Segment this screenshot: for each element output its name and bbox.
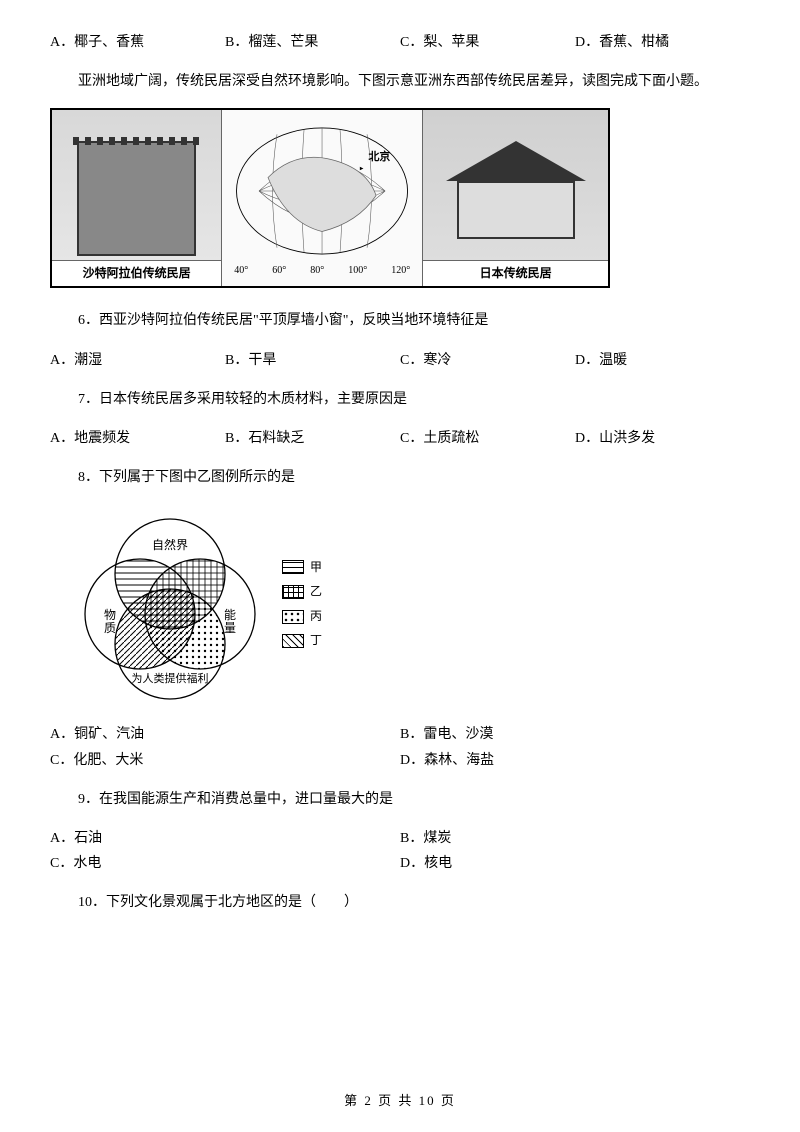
q7-options: A．地震频发 B．石料缺乏 C．土质疏松 D．山洪多发 <box>50 426 750 451</box>
q6-option-a: A．潮湿 <box>50 348 225 373</box>
lon-40: 40° <box>234 262 248 280</box>
map-svg <box>232 120 412 262</box>
intro-paragraph-1: 亚洲地域广阔，传统民居深受自然环境影响。下图示意亚洲东西部传统民居差异，读图完成… <box>50 69 750 94</box>
q7-text: 7．日本传统民居多采用较轻的木质材料，主要原因是 <box>50 387 750 412</box>
q6-text: 6．西亚沙特阿拉伯传统民居"平顶厚墙小窗"，反映当地环境特征是 <box>50 308 750 333</box>
q6-options: A．潮湿 B．干旱 C．寒冷 D．温暖 <box>50 348 750 373</box>
legend-yi: 乙 <box>282 581 322 603</box>
svg-text:质: 质 <box>104 621 116 635</box>
figure-venn: 自然界 物 质 能 量 为人类提供福利 甲 乙 丙 丁 <box>70 504 390 704</box>
q5-options: A．椰子、香蕉 B．榴莲、芒果 C．梨、苹果 D．香蕉、柑橘 <box>50 30 750 55</box>
q9-option-c: C．水电 <box>50 851 400 876</box>
q9-options: A．石油 B．煤炭 C．水电 D．核电 <box>50 826 750 876</box>
japan-house-icon <box>442 141 590 255</box>
swatch-jia <box>282 560 304 574</box>
q9-option-d: D．核电 <box>400 851 750 876</box>
q8-option-a: A．铜矿、汽油 <box>50 722 400 747</box>
panel-saudi-house: 沙特阿拉伯传统民居 <box>52 110 222 286</box>
longitude-labels: 40° 60° 80° 100° 120° <box>222 262 422 280</box>
q9-option-a: A．石油 <box>50 826 400 851</box>
venn-label-top: 自然界 <box>152 537 188 552</box>
q7-option-b: B．石料缺乏 <box>225 426 400 451</box>
venn-label-bottom: 为人类提供福利 <box>132 671 209 685</box>
legend-yi-label: 乙 <box>310 581 322 603</box>
q6-option-c: C．寒冷 <box>400 348 575 373</box>
venn-label-left: 物 <box>104 608 116 622</box>
q5-option-a: A．椰子、香蕉 <box>50 30 225 55</box>
venn-legend: 甲 乙 丙 丁 <box>282 554 322 655</box>
q6-option-b: B．干旱 <box>225 348 400 373</box>
q8-text: 8．下列属于下图中乙图例所示的是 <box>50 465 750 490</box>
q8-option-d: D．森林、海盐 <box>400 748 750 773</box>
lon-80: 80° <box>310 262 324 280</box>
q7-option-d: D．山洪多发 <box>575 426 750 451</box>
legend-ding-label: 丁 <box>310 630 322 652</box>
legend-bing-label: 丙 <box>310 606 322 628</box>
q9-option-b: B．煤炭 <box>400 826 750 851</box>
page-footer: 第 2 页 共 10 页 <box>50 1089 750 1112</box>
q5-option-d: D．香蕉、柑橘 <box>575 30 750 55</box>
lon-120: 120° <box>391 262 410 280</box>
caption-japan: 日本传统民居 <box>423 260 608 287</box>
saudi-house-icon <box>77 141 195 255</box>
venn-svg: 自然界 物 质 能 量 为人类提供福利 <box>70 504 270 704</box>
q8-options: A．铜矿、汽油 B．雷电、沙漠 C．化肥、大米 D．森林、海盐 <box>50 722 750 772</box>
legend-bing: 丙 <box>282 606 322 628</box>
panel-japan-house: 日本传统民居 <box>423 110 608 286</box>
label-beijing: 北京 <box>368 148 390 168</box>
legend-jia: 甲 <box>282 557 322 579</box>
q9-text: 9．在我国能源生产和消费总量中，进口量最大的是 <box>50 787 750 812</box>
swatch-ding <box>282 634 304 648</box>
q5-option-c: C．梨、苹果 <box>400 30 575 55</box>
caption-saudi: 沙特阿拉伯传统民居 <box>52 260 221 287</box>
legend-ding: 丁 <box>282 630 322 652</box>
q8-option-b: B．雷电、沙漠 <box>400 722 750 747</box>
q8-option-c: C．化肥、大米 <box>50 748 400 773</box>
q6-option-d: D．温暖 <box>575 348 750 373</box>
svg-text:量: 量 <box>224 621 236 635</box>
q5-option-b: B．榴莲、芒果 <box>225 30 400 55</box>
figure-houses-map: 沙特阿拉伯传统民居 北京 40° 60° <box>50 108 610 288</box>
swatch-bing <box>282 610 304 624</box>
legend-jia-label: 甲 <box>310 557 322 579</box>
q10-text: 10．下列文化景观属于北方地区的是（ ） <box>50 890 750 915</box>
q7-option-c: C．土质疏松 <box>400 426 575 451</box>
panel-map: 北京 40° 60° 80° 100° 120° <box>222 110 423 286</box>
lon-60: 60° <box>272 262 286 280</box>
venn-label-right: 能 <box>224 608 236 622</box>
swatch-yi <box>282 585 304 599</box>
q7-option-a: A．地震频发 <box>50 426 225 451</box>
lon-100: 100° <box>348 262 367 280</box>
